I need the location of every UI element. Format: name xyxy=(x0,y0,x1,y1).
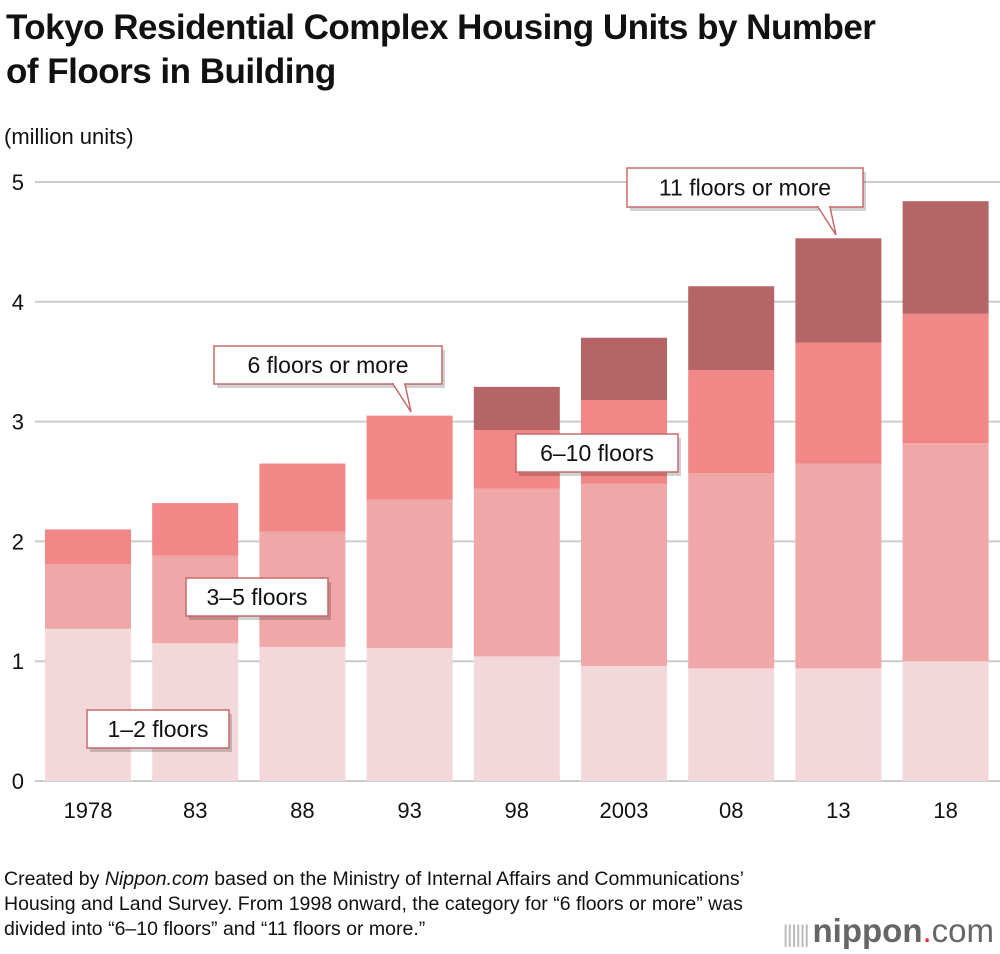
source-note: Created by Nippon.com based on the Minis… xyxy=(4,867,774,942)
chart-title: Tokyo Residential Complex Housing Units … xyxy=(6,8,876,91)
bar-segment xyxy=(688,370,775,474)
x-tick-label: 08 xyxy=(719,798,743,823)
bar-segment xyxy=(581,483,667,666)
annotation-callout: 1–2 floors xyxy=(86,709,232,752)
annotation-label: 1–2 floors xyxy=(107,716,208,742)
logo-suffix: com xyxy=(931,912,994,949)
bar-segment xyxy=(688,286,775,371)
bar-segment xyxy=(259,463,346,532)
bar-segment xyxy=(366,499,453,649)
bar-segment xyxy=(795,342,882,464)
nippon-logo: |||||| nippon.com xyxy=(782,912,994,950)
bar-segment xyxy=(795,238,882,343)
bar-segment xyxy=(366,415,453,500)
bar-segment xyxy=(795,668,882,781)
x-tick-label: 93 xyxy=(397,798,421,823)
y-tick-label: 4 xyxy=(12,290,24,315)
annotation-callout: 6 floors or more xyxy=(213,345,445,413)
logo-bars-icon: |||||| xyxy=(782,921,813,948)
y-tick-label: 0 xyxy=(12,769,24,794)
x-tick-label: 2003 xyxy=(600,798,649,823)
bar-segment xyxy=(688,473,775,669)
bar-segment xyxy=(581,337,667,401)
bar-segment xyxy=(259,646,346,781)
bar-segment xyxy=(902,313,989,444)
bar-segment xyxy=(581,665,667,781)
annotation-callout: 3–5 floors xyxy=(185,577,331,620)
bar-segment xyxy=(45,628,131,781)
x-tick-label: 98 xyxy=(505,798,529,823)
annotation-callout: 11 floors or more xyxy=(626,167,866,236)
bar-segment xyxy=(473,656,560,781)
bar-segment xyxy=(473,488,560,657)
bar-segment xyxy=(366,648,453,781)
note-site: Nippon.com xyxy=(104,868,209,890)
logo-main: nippon xyxy=(812,912,923,949)
note-rest: based on the Ministry of Internal Affair… xyxy=(4,868,744,940)
bar-segment xyxy=(902,661,989,781)
x-tick-label: 83 xyxy=(183,798,207,823)
x-tick-label: 88 xyxy=(290,798,314,823)
y-tick-label: 1 xyxy=(12,649,24,674)
y-tick-label: 2 xyxy=(12,529,24,554)
bar-segment xyxy=(45,529,131,565)
bar-segment xyxy=(902,443,989,662)
note-prefix: Created by xyxy=(4,868,105,890)
bar-segment xyxy=(902,201,989,314)
annotation-label: 11 floors or more xyxy=(659,175,831,201)
bar-segment xyxy=(45,564,131,629)
y-tick-label: 5 xyxy=(12,170,24,195)
annotation-callout: 6–10 floors xyxy=(515,433,681,476)
y-tick-label: 3 xyxy=(12,410,24,435)
x-tick-label: 1978 xyxy=(64,798,113,823)
annotation-label: 6–10 floors xyxy=(540,440,654,466)
annotation-label: 3–5 floors xyxy=(206,584,307,610)
bar-segment xyxy=(795,463,882,669)
y-axis-label: (million units) xyxy=(4,124,134,149)
annotation-label: 6 floors or more xyxy=(247,352,408,378)
bar-segment xyxy=(152,503,239,556)
x-tick-label: 13 xyxy=(826,798,850,823)
bar-segment xyxy=(473,386,560,430)
x-tick-label: 18 xyxy=(933,798,957,823)
logo-dot: . xyxy=(922,912,932,949)
bar-segment xyxy=(688,668,775,781)
